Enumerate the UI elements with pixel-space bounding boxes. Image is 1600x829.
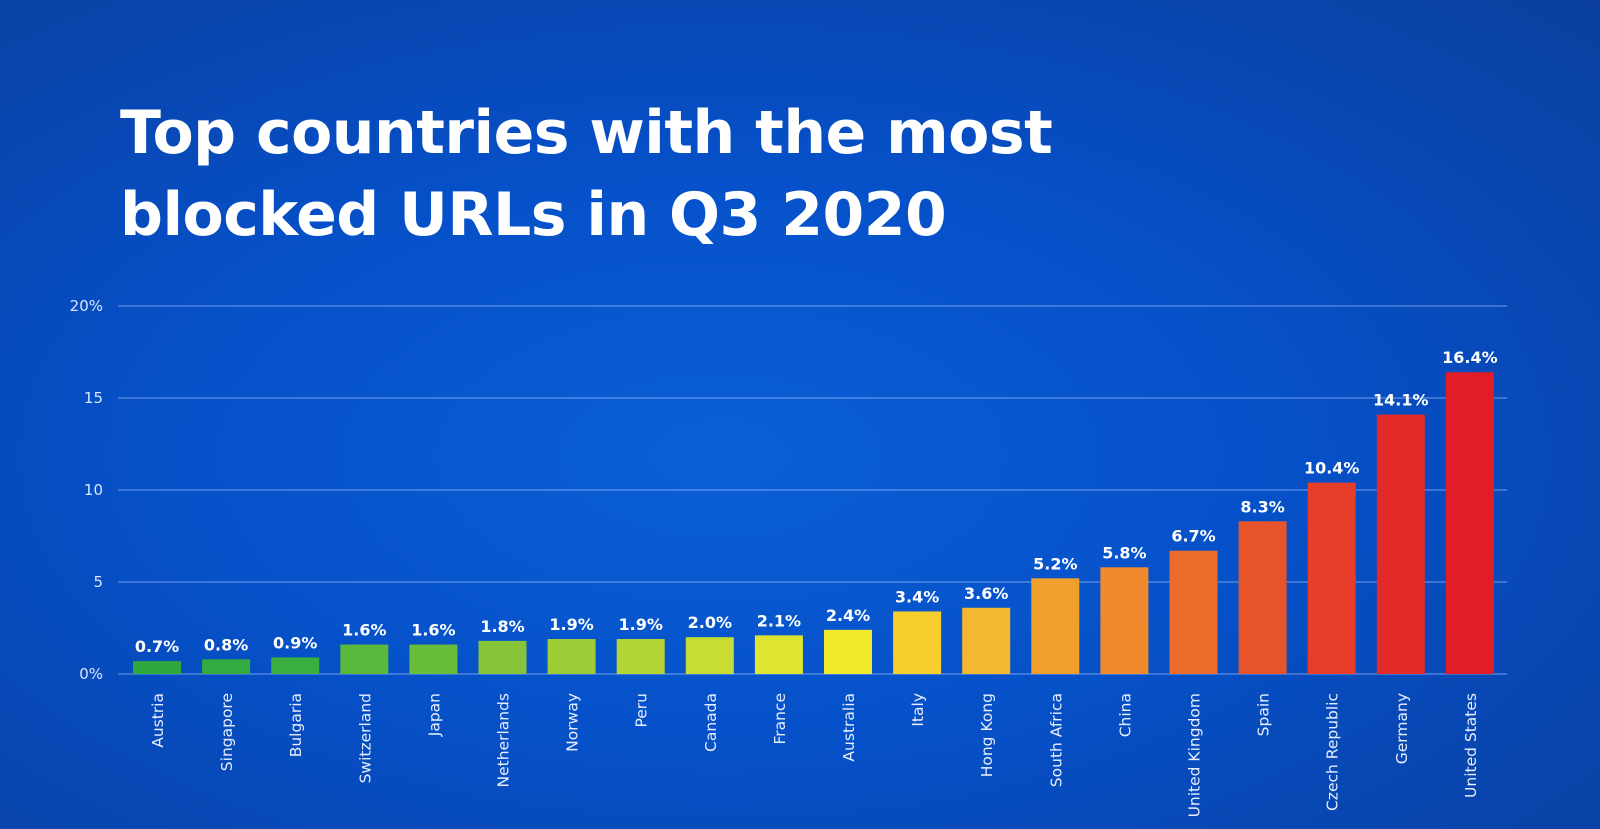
x-tick-label: Canada bbox=[702, 693, 720, 752]
data-label: 5.2% bbox=[1033, 554, 1077, 573]
x-tick-label: Czech Republic bbox=[1324, 693, 1342, 811]
bar bbox=[202, 659, 251, 674]
data-label: 1.9% bbox=[549, 615, 593, 634]
y-tick-label: 20% bbox=[70, 297, 103, 315]
data-label: 1.8% bbox=[480, 617, 524, 636]
data-label: 8.3% bbox=[1240, 497, 1284, 516]
data-label: 0.9% bbox=[273, 633, 317, 652]
x-tick-label: France bbox=[771, 693, 789, 745]
data-label: 6.7% bbox=[1171, 527, 1215, 546]
bar bbox=[754, 635, 803, 674]
bar bbox=[1031, 578, 1080, 674]
y-tick-label: 5 bbox=[93, 573, 103, 591]
x-tick-label: Italy bbox=[909, 693, 927, 727]
bars bbox=[133, 372, 1494, 674]
bar bbox=[340, 644, 389, 674]
bar bbox=[1376, 414, 1425, 674]
x-tick-label: China bbox=[1116, 693, 1134, 737]
x-axis: Austria Singapore Bulgaria Switzerland Japan… bbox=[149, 693, 1480, 817]
x-tick-label: Netherlands bbox=[495, 693, 513, 787]
bar bbox=[1445, 372, 1494, 674]
bar bbox=[1307, 482, 1356, 674]
x-tick-label: United States bbox=[1462, 693, 1480, 798]
data-label: 2.1% bbox=[757, 611, 801, 630]
bar bbox=[1169, 550, 1218, 674]
bar bbox=[824, 629, 872, 674]
x-tick-label: Australia bbox=[840, 693, 858, 762]
y-axis: 0% 5 10 15 20% bbox=[70, 297, 103, 683]
bar bbox=[547, 639, 596, 674]
x-tick-label: Singapore bbox=[218, 693, 236, 771]
data-label: 0.8% bbox=[204, 635, 248, 654]
x-tick-label: South Africa bbox=[1047, 693, 1065, 787]
bar bbox=[1238, 521, 1287, 674]
y-tick-label: 10 bbox=[84, 481, 103, 499]
x-tick-label: Germany bbox=[1393, 693, 1411, 764]
data-label: 16.4% bbox=[1442, 348, 1498, 367]
data-label: 5.8% bbox=[1102, 543, 1146, 562]
x-tick-label: Norway bbox=[564, 693, 582, 752]
data-label: 3.6% bbox=[964, 584, 1008, 603]
bar bbox=[133, 661, 181, 674]
data-label: 0.7% bbox=[135, 637, 179, 656]
data-label: 10.4% bbox=[1304, 459, 1360, 478]
gridlines bbox=[118, 305, 1507, 675]
x-tick-label: Japan bbox=[425, 693, 443, 737]
x-tick-label: Spain bbox=[1255, 693, 1273, 736]
data-label: 2.0% bbox=[688, 613, 732, 632]
data-label: 1.6% bbox=[411, 621, 455, 640]
data-label: 2.4% bbox=[826, 606, 870, 625]
x-tick-label: Bulgaria bbox=[287, 693, 305, 757]
bar bbox=[478, 640, 527, 674]
bar bbox=[685, 637, 734, 674]
data-label: 14.1% bbox=[1373, 391, 1429, 410]
chart-title: Top countries with the most blocked URLs… bbox=[120, 92, 1120, 256]
x-tick-label: Switzerland bbox=[356, 693, 374, 783]
x-tick-label: Peru bbox=[633, 693, 651, 728]
data-label: 1.6% bbox=[342, 621, 386, 640]
x-tick-label: Austria bbox=[149, 693, 167, 748]
bar bbox=[1100, 567, 1149, 674]
y-tick-label: 0% bbox=[79, 665, 103, 683]
bar bbox=[962, 607, 1011, 674]
bar bbox=[893, 611, 942, 674]
x-tick-label: United Kingdom bbox=[1186, 693, 1204, 817]
value-labels: 0.7% 0.8% 0.9% 1.6% 1.6% 1.8% 1.9% 1.9% 2.0% 2.1%… bbox=[135, 348, 1498, 656]
chart-title-line-2: blocked URLs in Q3 2020 bbox=[120, 180, 947, 250]
bar bbox=[271, 657, 320, 674]
data-label: 3.4% bbox=[895, 587, 939, 606]
bar bbox=[409, 644, 458, 674]
chart-title-line-1: Top countries with the most bbox=[120, 98, 1053, 168]
y-tick-label: 15 bbox=[84, 389, 103, 407]
x-tick-label: Hong Kong bbox=[978, 693, 996, 777]
data-label: 1.9% bbox=[619, 615, 663, 634]
bar bbox=[616, 639, 665, 674]
